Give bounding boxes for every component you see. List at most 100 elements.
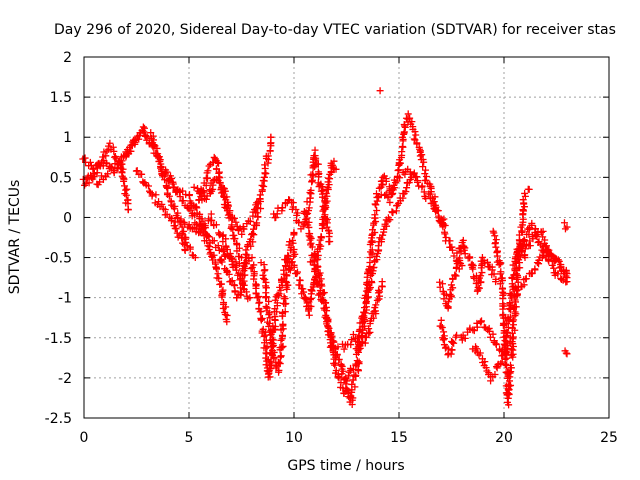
data-point: [214, 270, 222, 278]
data-point: [218, 258, 226, 266]
data-point: [313, 263, 321, 271]
data-point: [215, 159, 223, 167]
data-point: [317, 233, 325, 241]
data-point: [505, 368, 513, 376]
data-points: [79, 87, 571, 409]
data-point: [261, 165, 269, 173]
data-point: [220, 299, 228, 307]
data-point: [279, 342, 287, 350]
data-point: [470, 327, 478, 335]
data-point: [433, 206, 441, 214]
data-point: [305, 223, 313, 231]
data-point: [552, 256, 560, 264]
data-point: [496, 280, 504, 288]
data-point: [222, 242, 230, 250]
data-point: [521, 192, 529, 200]
data-point: [447, 292, 455, 300]
data-point: [521, 254, 529, 262]
data-point: [235, 260, 243, 268]
data-point: [460, 246, 468, 254]
data-point: [212, 221, 220, 229]
data-point: [345, 368, 353, 376]
data-point: [440, 328, 448, 336]
data-point: [354, 367, 362, 375]
data-point: [249, 225, 257, 233]
data-point: [260, 261, 268, 269]
data-point: [271, 316, 279, 324]
data-point: [144, 182, 152, 190]
data-point: [413, 177, 421, 185]
data-point: [271, 322, 279, 330]
data-point: [472, 279, 480, 287]
data-point: [89, 165, 97, 173]
data-point: [541, 236, 549, 244]
data-point: [339, 367, 347, 375]
data-point: [277, 336, 285, 344]
data-point: [425, 190, 433, 198]
data-point: [367, 278, 375, 286]
data-point: [195, 196, 203, 204]
data-point: [265, 322, 273, 330]
data-point: [208, 216, 216, 224]
data-point: [563, 223, 571, 231]
data-point: [276, 360, 284, 368]
data-point: [448, 243, 456, 251]
data-point: [195, 229, 203, 237]
data-point: [365, 325, 373, 333]
x-tick-labels: 0 5 10 15 20 25: [80, 430, 618, 446]
data-point: [519, 241, 527, 249]
data-point: [384, 214, 392, 222]
data-point: [246, 294, 254, 302]
data-point: [515, 259, 523, 267]
data-point: [473, 345, 481, 353]
data-point: [503, 354, 511, 362]
y-tick-label: 0: [63, 210, 72, 226]
data-point: [477, 278, 485, 286]
data-point: [562, 272, 570, 280]
data-point: [290, 229, 298, 237]
data-point: [350, 365, 358, 373]
y-tick-label: 0.5: [50, 170, 72, 186]
data-point: [233, 239, 241, 247]
data-point: [305, 204, 313, 212]
data-point: [520, 207, 528, 215]
data-point: [314, 160, 322, 168]
data-point: [506, 289, 514, 297]
data-point: [339, 384, 347, 392]
data-point: [278, 204, 286, 212]
data-point: [522, 275, 530, 283]
data-point: [500, 302, 508, 310]
data-point: [563, 350, 571, 358]
data-point: [411, 128, 419, 136]
data-point: [322, 189, 330, 197]
data-point: [475, 284, 483, 292]
data-point: [370, 221, 378, 229]
data-point: [402, 188, 410, 196]
data-point: [228, 254, 236, 262]
data-point: [349, 394, 357, 402]
data-point: [373, 190, 381, 198]
data-point: [469, 265, 477, 273]
data-point: [499, 321, 507, 329]
data-point: [181, 246, 189, 254]
data-point: [205, 233, 213, 241]
data-point: [232, 218, 240, 226]
data-point: [246, 217, 254, 225]
data-point: [171, 222, 179, 230]
data-point: [300, 288, 308, 296]
data-point: [320, 289, 328, 297]
data-point: [422, 166, 430, 174]
data-point: [366, 285, 374, 293]
data-point: [521, 237, 529, 244]
y-tick-label: -2.5: [45, 411, 72, 427]
data-point: [292, 205, 300, 213]
y-tick-label: -2: [58, 371, 72, 387]
data-point: [295, 218, 303, 226]
data-point: [270, 353, 278, 361]
x-tick-label: 10: [285, 430, 303, 446]
data-point: [253, 199, 261, 207]
data-point: [104, 170, 112, 178]
data-point: [413, 173, 421, 181]
data-point: [372, 201, 380, 209]
data-point: [135, 135, 143, 143]
